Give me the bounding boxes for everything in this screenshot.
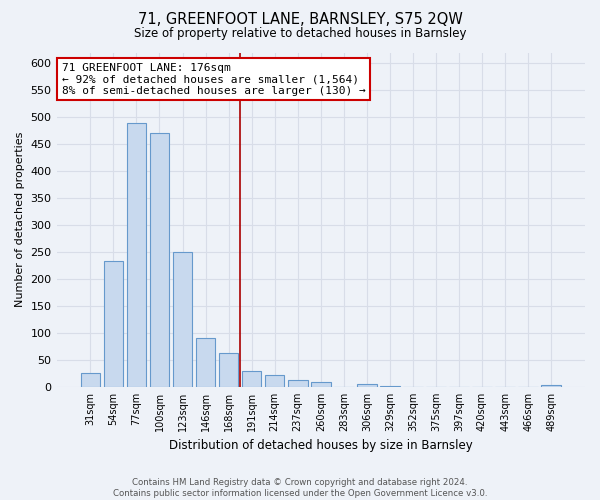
- Text: 71, GREENFOOT LANE, BARNSLEY, S75 2QW: 71, GREENFOOT LANE, BARNSLEY, S75 2QW: [137, 12, 463, 28]
- Bar: [541, 385, 561, 387]
- Bar: [104, 261, 123, 387]
- Bar: [265, 375, 284, 387]
- Bar: [149, 134, 169, 387]
- Y-axis label: Number of detached properties: Number of detached properties: [15, 132, 25, 308]
- Text: Size of property relative to detached houses in Barnsley: Size of property relative to detached ho…: [134, 28, 466, 40]
- X-axis label: Distribution of detached houses by size in Barnsley: Distribution of detached houses by size …: [169, 440, 473, 452]
- Bar: [357, 384, 377, 387]
- Text: Contains HM Land Registry data © Crown copyright and database right 2024.
Contai: Contains HM Land Registry data © Crown c…: [113, 478, 487, 498]
- Bar: [173, 252, 193, 387]
- Bar: [219, 353, 238, 387]
- Bar: [196, 338, 215, 387]
- Bar: [380, 386, 400, 387]
- Bar: [242, 370, 262, 387]
- Text: 71 GREENFOOT LANE: 176sqm
← 92% of detached houses are smaller (1,564)
8% of sem: 71 GREENFOOT LANE: 176sqm ← 92% of detac…: [62, 62, 365, 96]
- Bar: [288, 380, 308, 387]
- Bar: [311, 382, 331, 387]
- Bar: [127, 122, 146, 387]
- Bar: [80, 373, 100, 387]
